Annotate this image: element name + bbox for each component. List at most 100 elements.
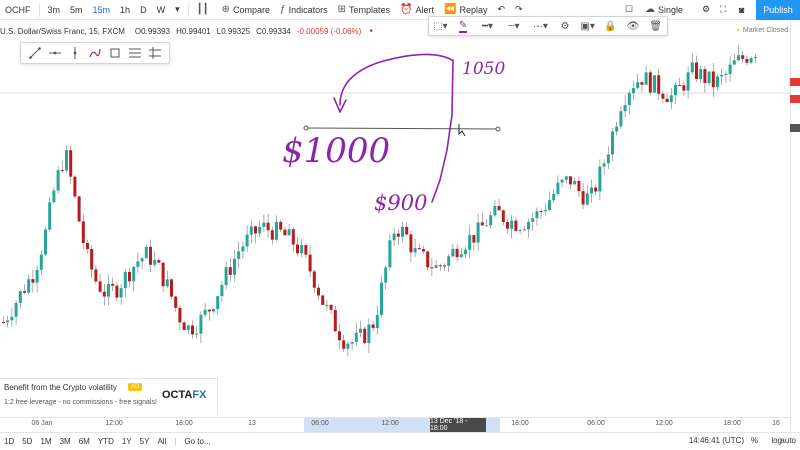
candle-body xyxy=(233,258,236,275)
rectangle-tool[interactable] xyxy=(105,44,125,62)
snapshot-button[interactable]: ◙ xyxy=(734,0,749,20)
interval-more-icon[interactable]: ▾ xyxy=(175,4,180,14)
candle-body xyxy=(157,259,161,263)
interval-w[interactable]: W xyxy=(156,4,166,15)
line-end-button[interactable]: ·-·▾ xyxy=(527,17,553,35)
compare-label: Compare xyxy=(233,4,271,15)
hand-drawn-arrowhead[interactable] xyxy=(333,97,347,113)
interval-5m[interactable]: 5m xyxy=(70,4,83,15)
fib-tool[interactable] xyxy=(125,44,145,62)
candle-body xyxy=(623,105,627,112)
range-ytd[interactable]: YTD xyxy=(97,437,114,446)
horizontal-line-tool[interactable] xyxy=(45,44,65,62)
interval-3m[interactable]: 3m xyxy=(47,4,61,15)
redo-button[interactable]: ↷ xyxy=(510,0,528,20)
layout-square-button[interactable]: ☐ xyxy=(620,0,638,20)
range-5y[interactable]: 5Y xyxy=(139,437,150,446)
price-chart[interactable]: $1000 $900 1050 xyxy=(0,20,790,417)
hand-drawn-arrow-curve[interactable] xyxy=(339,53,453,106)
alert-button[interactable]: ⏰ Alert xyxy=(395,0,439,20)
candle-body xyxy=(300,245,304,254)
candle-body xyxy=(287,229,291,236)
range-1y[interactable]: 1Y xyxy=(121,437,132,446)
line-color-button[interactable]: ✎ xyxy=(452,17,475,35)
settings-button[interactable]: ⚙ xyxy=(697,0,715,20)
percent-toggle[interactable]: % xyxy=(750,436,758,445)
candle-body xyxy=(447,256,451,266)
candle-body xyxy=(73,176,77,197)
clock[interactable]: 14:46:41 (UTC) xyxy=(688,436,744,445)
range-1d[interactable]: 1D xyxy=(4,437,15,446)
horizontal-level-line[interactable] xyxy=(305,127,499,130)
trend-line-tool[interactable] xyxy=(25,44,45,62)
line-width-button[interactable]: ━▾ xyxy=(474,17,500,35)
candle-body xyxy=(497,205,501,211)
publish-button[interactable]: Publish xyxy=(756,0,800,20)
candle-body xyxy=(699,69,703,79)
candle-body xyxy=(531,218,535,222)
visibility-order-button[interactable]: ▣▾ xyxy=(576,17,599,35)
candle-body xyxy=(480,222,484,226)
indicators-button[interactable]: ƒ Indicators xyxy=(275,0,333,20)
hide-button[interactable]: 👁 xyxy=(622,17,645,35)
alert-label: Alert xyxy=(415,4,435,15)
candle-body xyxy=(182,322,186,330)
lock-button[interactable]: 🔒 xyxy=(599,17,622,35)
candle-body xyxy=(321,295,325,305)
pitchfork-tool[interactable] xyxy=(145,44,165,62)
chart-style-button[interactable]: ┃┃ xyxy=(192,0,217,20)
vertical-line-tool[interactable] xyxy=(65,44,85,62)
gear-icon: ⚙ xyxy=(702,4,711,14)
hand-drawn-path[interactable] xyxy=(431,59,454,203)
compare-button[interactable]: ⊕ Compare xyxy=(217,0,275,20)
delete-button[interactable]: 🗑 xyxy=(644,17,667,35)
candle-body xyxy=(707,71,711,84)
candle-body xyxy=(644,72,648,85)
candle-body xyxy=(669,95,673,103)
fullscreen-button[interactable]: ⛶ xyxy=(715,0,731,20)
candle-body xyxy=(720,74,724,77)
replay-button[interactable]: ⏪ Replay xyxy=(439,0,492,20)
main-toolbar: OCHF 3m 5m 15m 1h D W ▾ ┃┃ ⊕ Compare ƒ I… xyxy=(0,0,800,20)
range-1m[interactable]: 1M xyxy=(40,437,52,446)
interval-1h[interactable]: 1h xyxy=(120,4,131,15)
candle-body xyxy=(186,325,190,330)
candle-body xyxy=(657,75,661,94)
auto-toggle[interactable]: auto xyxy=(780,436,796,445)
undo-button[interactable]: ↶ xyxy=(493,0,511,20)
line-handle-left[interactable] xyxy=(303,125,309,131)
candle-body xyxy=(388,240,392,268)
time-axis[interactable]: 06 Jan 12:00 18:00 13 06:00 12:00 18:00 … xyxy=(0,417,790,432)
market-status-label: Market Closed xyxy=(742,27,788,34)
candle-body xyxy=(111,283,115,286)
vertical-line-icon xyxy=(73,47,77,59)
candle-body xyxy=(703,69,707,84)
candle-body xyxy=(451,248,455,257)
price-scale[interactable] xyxy=(790,20,800,430)
line-handle-right[interactable] xyxy=(495,126,501,132)
candle-body xyxy=(249,226,253,235)
brush-tool[interactable] xyxy=(85,44,105,62)
template-dropdown-button[interactable]: ⬚▾ xyxy=(429,17,452,35)
symbol-title: U.S. Dollar/Swiss Franc, 15, FXCM xyxy=(0,26,125,36)
candle-body xyxy=(665,98,669,103)
range-5d[interactable]: 5D xyxy=(22,437,33,446)
drawing-properties-toolbar: ⬚▾ ✎ ━▾ ┄▾ ·-·▾ ⚙ ▣▾ 🔒 👁 🗑 xyxy=(428,16,668,36)
templates-button[interactable]: ⊞ Templates xyxy=(333,0,395,20)
symbol-search[interactable]: OCHF xyxy=(5,4,31,15)
range-all[interactable]: All xyxy=(157,437,167,446)
candle-body xyxy=(543,209,547,212)
goto-button[interactable]: Go to... xyxy=(184,437,211,446)
camera-icon: ◙ xyxy=(739,4,745,15)
layout-button[interactable]: ☁ Single xyxy=(640,0,688,20)
log-toggle[interactable]: log xyxy=(771,436,782,445)
line-style-button[interactable]: ┄▾ xyxy=(501,17,527,35)
ad-banner[interactable]: Benefit from the Crypto volatility AD 1:… xyxy=(0,378,218,414)
candle-body xyxy=(632,88,635,94)
range-3m[interactable]: 3M xyxy=(59,437,71,446)
drawing-settings-button[interactable]: ⚙ xyxy=(554,17,577,35)
range-6m[interactable]: 6M xyxy=(78,437,90,446)
interval-d[interactable]: D xyxy=(140,4,147,15)
candle-body xyxy=(69,150,73,177)
interval-15m[interactable]: 15m xyxy=(92,4,111,15)
